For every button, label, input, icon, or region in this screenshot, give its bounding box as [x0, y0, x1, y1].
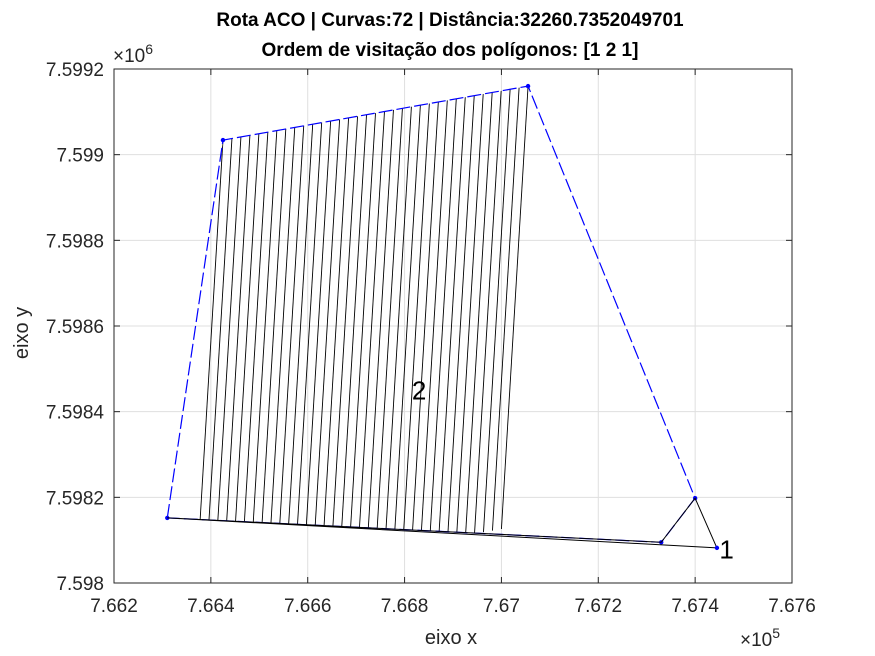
polygon-vertex	[165, 515, 170, 521]
y-exponent-label: ×106	[113, 41, 153, 67]
sweep-line	[447, 87, 476, 539]
sweep-line	[384, 98, 413, 543]
sweep-line	[402, 95, 431, 543]
y-tick-label: 7.5986	[46, 317, 104, 338]
depot-point	[714, 545, 720, 551]
sweep-line	[500, 86, 529, 530]
x-axis-label: eixo x	[425, 627, 477, 649]
sweep-line	[438, 89, 467, 541]
sweep-line	[429, 90, 458, 542]
x-tick-label: 7.668	[381, 596, 429, 617]
route-path	[167, 497, 718, 549]
sweep-line	[222, 127, 251, 543]
sweep-line	[231, 125, 260, 543]
y-tick-label: 7.599	[56, 146, 104, 167]
sweep-lines	[195, 86, 529, 543]
sweep-line	[456, 86, 485, 537]
y-tick-labels: 7.598 7.5982 7.5984 7.5986 7.5988 7.599 7.5992	[46, 60, 105, 595]
x-tick-label: 7.664	[187, 596, 235, 617]
sweep-line	[465, 86, 494, 536]
y-tick-label: 7.5992	[46, 60, 104, 81]
grid-lines	[114, 69, 792, 583]
sweep-line	[249, 122, 278, 543]
x-tick-label: 7.676	[768, 596, 816, 617]
sweep-line	[312, 111, 341, 543]
sweep-line	[321, 109, 350, 543]
chart-title-line-2: Ordem de visitação dos polígonos: [1 2 1…	[262, 40, 639, 61]
polygon-vertex	[220, 137, 226, 143]
x-tick-label: 7.674	[671, 596, 719, 617]
sweep-line	[339, 106, 368, 543]
polygon-label-2: 2	[412, 375, 426, 405]
sweep-line	[285, 116, 314, 543]
sweep-line	[258, 120, 287, 543]
sweep-line	[366, 101, 395, 543]
y-axis-label: eixo y	[11, 307, 33, 359]
x-tick-label: 7.666	[284, 596, 332, 617]
x-tick-label: 7.672	[575, 596, 623, 617]
sweep-line	[213, 128, 242, 543]
sweep-line	[357, 103, 386, 543]
sweep-line	[204, 130, 233, 543]
sweep-line	[348, 105, 377, 543]
sweep-line	[240, 124, 269, 543]
sweep-line	[420, 92, 449, 543]
sweep-line	[492, 86, 521, 531]
sweep-line	[375, 100, 404, 543]
sweep-line	[330, 108, 359, 543]
sweep-line	[411, 93, 440, 543]
sweep-line	[393, 97, 422, 543]
sweep-line	[267, 119, 296, 543]
sweep-line	[483, 86, 512, 533]
polygon-label-1: 1	[719, 535, 733, 565]
chart-title-line-1: Rota ACO | Curvas:72 | Distância:32260.7…	[216, 10, 684, 31]
y-tick-label: 7.5988	[46, 231, 104, 252]
axis-ticks	[113, 68, 793, 584]
x-tick-label: 7.67	[483, 596, 520, 617]
sweep-line	[303, 112, 332, 543]
plot-area	[165, 83, 720, 551]
polygon-boundary	[166, 85, 696, 543]
x-tick-labels: 7.662 7.664 7.666 7.668 7.67 7.672 7.674 7.676	[90, 596, 816, 617]
y-tick-label: 7.5982	[46, 488, 104, 509]
sweep-line	[195, 132, 224, 543]
sweep-line	[276, 117, 305, 543]
sweep-line	[294, 114, 323, 543]
polygon-vertex	[525, 83, 531, 89]
x-exponent-label: ×105	[740, 625, 780, 651]
x-tick-label: 7.662	[90, 596, 138, 617]
y-tick-label: 7.5984	[46, 403, 105, 424]
sweep-line	[474, 86, 503, 534]
y-tick-label: 7.598	[56, 574, 104, 595]
